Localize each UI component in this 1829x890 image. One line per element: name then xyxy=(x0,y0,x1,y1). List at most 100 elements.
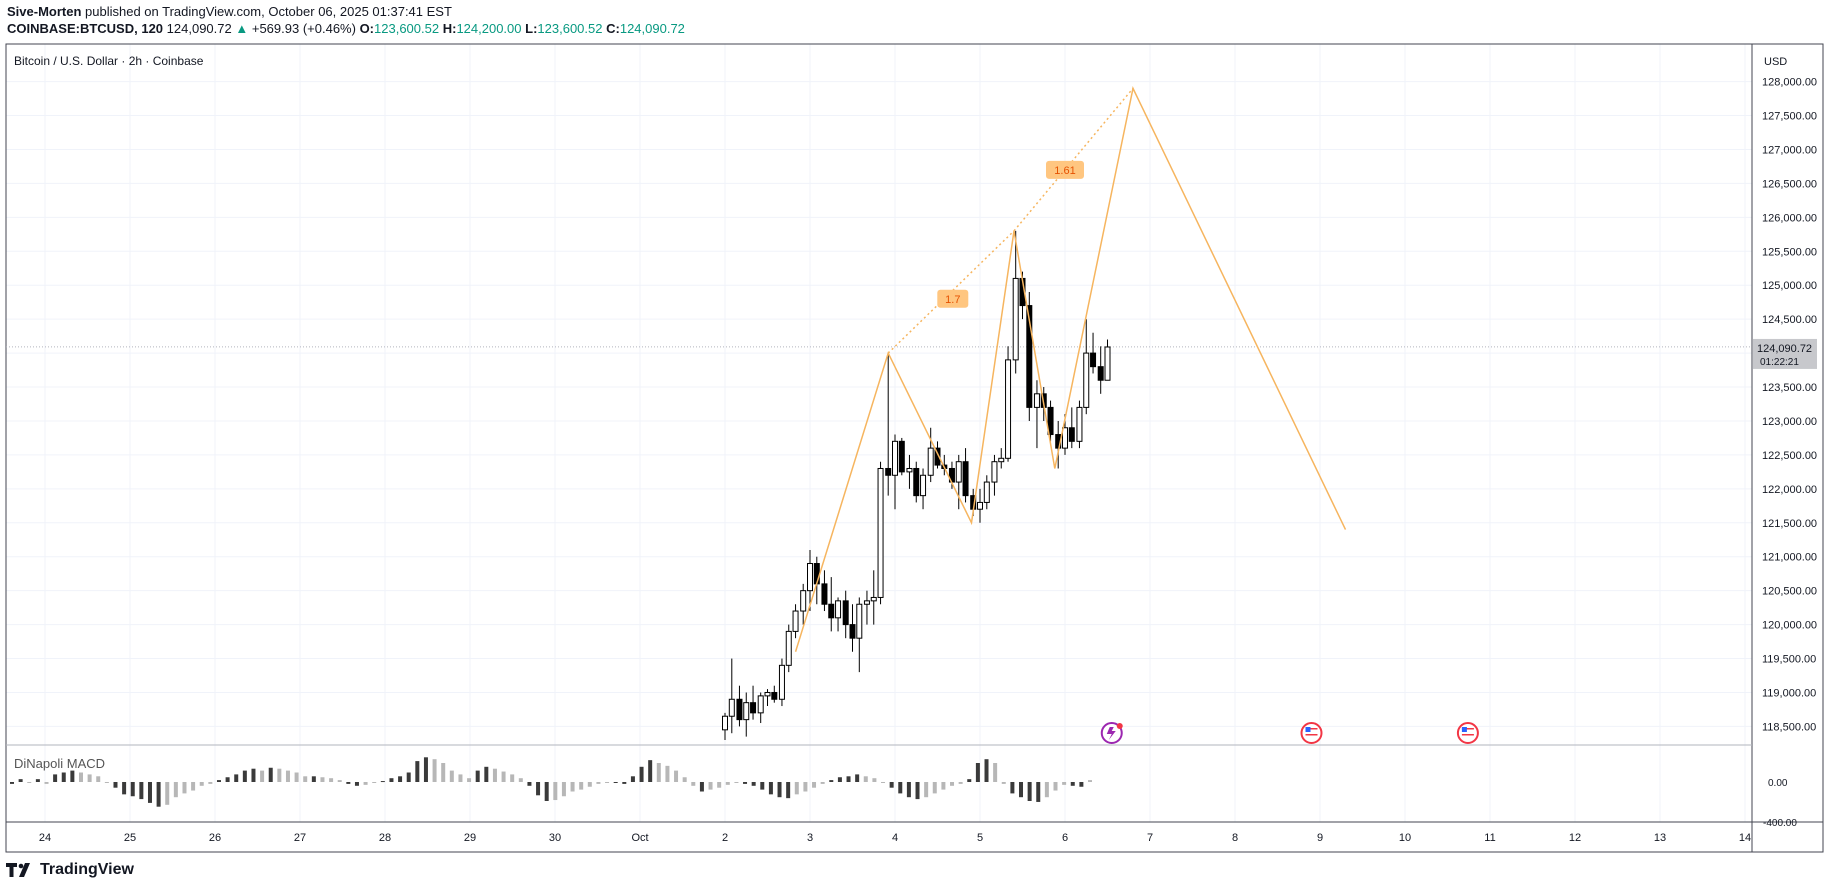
macd-bar xyxy=(199,782,204,786)
candle xyxy=(870,570,877,625)
currency-label[interactable]: USD xyxy=(1764,56,1787,68)
candle xyxy=(750,685,757,720)
macd-bar xyxy=(484,766,489,782)
candle-body-up xyxy=(877,467,884,598)
macd-bar xyxy=(501,771,506,782)
time-tick-label: 4 xyxy=(892,832,898,844)
macd-bar xyxy=(285,770,290,782)
candle xyxy=(1076,400,1083,449)
candle xyxy=(821,570,828,612)
macd-bar xyxy=(656,763,661,782)
price-tick-label: 118,500.00 xyxy=(1762,721,1816,733)
candle xyxy=(1083,319,1090,415)
time-tick-label: 3 xyxy=(807,832,813,844)
candle xyxy=(1012,230,1019,374)
flag-icon-ring xyxy=(1456,722,1479,744)
close-label: C: xyxy=(606,21,620,36)
us-flag-icon[interactable] xyxy=(1456,722,1479,744)
candle-body-down xyxy=(885,467,892,476)
macd-bar xyxy=(53,774,58,782)
price-tick-label: 126,000.00 xyxy=(1762,212,1817,224)
time-axis[interactable]: 24 25 26 27 28 29 30 Oct 2 3 4 5 6 7 8 9 10 11 12 13 14 xyxy=(39,832,1751,844)
macd-bar xyxy=(216,780,221,782)
flag-canton xyxy=(1461,727,1467,732)
time-tick-label: 7 xyxy=(1147,832,1153,844)
candle xyxy=(743,692,750,737)
open-label: O: xyxy=(359,21,375,36)
macd-bar xyxy=(268,767,273,782)
spark-icon-dot xyxy=(1116,723,1123,729)
macd-bar xyxy=(406,772,411,782)
candle xyxy=(792,604,799,639)
macd-bar xyxy=(225,777,230,782)
macd-bar xyxy=(889,782,894,788)
brand-name[interactable]: TradingView xyxy=(40,861,134,878)
candle xyxy=(842,590,849,639)
price-tick-label: 123,500.00 xyxy=(1762,382,1817,394)
harmonic-pattern[interactable] xyxy=(794,86,1347,652)
candle-body-down xyxy=(750,702,757,714)
flag-stripe xyxy=(1461,728,1474,730)
price-axis[interactable]: 118,500.00 119,000.00 119,500.00 120,000.00… xyxy=(1762,77,1817,734)
candle xyxy=(757,692,764,724)
macd-bar xyxy=(35,779,40,782)
macd-bar xyxy=(251,768,256,782)
macd-bar xyxy=(1044,782,1049,798)
candle xyxy=(828,577,835,632)
symbol-label: COINBASE:BTCUSD, 120 xyxy=(7,21,164,36)
open-value: 123,600.52 xyxy=(374,21,440,36)
macd-bar xyxy=(630,776,635,782)
macd-bar xyxy=(1070,782,1075,786)
candle-body-up xyxy=(1104,346,1111,381)
flag-stripe xyxy=(1305,728,1318,730)
indicator-name[interactable]: DiNapoli MACD xyxy=(14,756,105,771)
candle xyxy=(998,448,1005,469)
candle xyxy=(892,434,898,510)
candle xyxy=(1033,380,1040,449)
price-tick-label: 124,500.00 xyxy=(1762,314,1817,326)
macd-bar xyxy=(518,778,523,782)
macd-bar xyxy=(191,782,196,791)
macd-bar xyxy=(311,776,316,782)
close-value: 124,090.72 xyxy=(619,21,685,36)
candle-body-up xyxy=(856,603,863,639)
macd-bar xyxy=(182,782,187,794)
time-tick-label: 27 xyxy=(294,832,306,844)
candle-body-up xyxy=(983,481,990,503)
macd-bar xyxy=(561,782,566,797)
time-tick-label: 12 xyxy=(1569,832,1581,844)
publish-info: Sive-Morten published on TradingView.com… xyxy=(7,4,452,19)
macd-bar xyxy=(260,770,265,782)
candle xyxy=(849,604,856,652)
macd-bar xyxy=(423,757,428,782)
candle xyxy=(1005,346,1012,462)
macd-bar xyxy=(553,782,558,801)
flag-canton xyxy=(1305,727,1311,732)
event-markers[interactable] xyxy=(1100,722,1479,744)
price-tick-label: 125,000.00 xyxy=(1762,280,1817,292)
macd-bar xyxy=(906,782,911,798)
candle-body-up xyxy=(1062,427,1068,449)
macd-bar xyxy=(751,782,756,786)
macd-bar xyxy=(139,782,144,800)
macd-bar xyxy=(596,782,601,784)
time-tick-label: 8 xyxy=(1232,832,1238,844)
fib-label: 1.7 xyxy=(937,289,969,308)
author-name[interactable]: Sive-Morten xyxy=(7,4,82,19)
candle-body-down xyxy=(771,691,778,700)
spark-icon[interactable] xyxy=(1100,722,1123,744)
us-flag-icon[interactable] xyxy=(1300,722,1323,744)
macd-bar xyxy=(846,776,851,782)
fib-label-text: 1.61 xyxy=(1054,165,1075,177)
candle xyxy=(898,437,905,476)
candle-body-down xyxy=(1097,366,1104,381)
macd-bar xyxy=(372,782,377,783)
macd-bar xyxy=(725,782,730,785)
price-tag-value: 124,090.72 xyxy=(1757,343,1812,355)
time-tick-label: 14 xyxy=(1739,832,1751,844)
publish-text: published on TradingView.com, October 06… xyxy=(81,4,452,19)
candle xyxy=(913,461,920,503)
macd-bar xyxy=(78,772,83,782)
macd-bar xyxy=(691,782,696,786)
